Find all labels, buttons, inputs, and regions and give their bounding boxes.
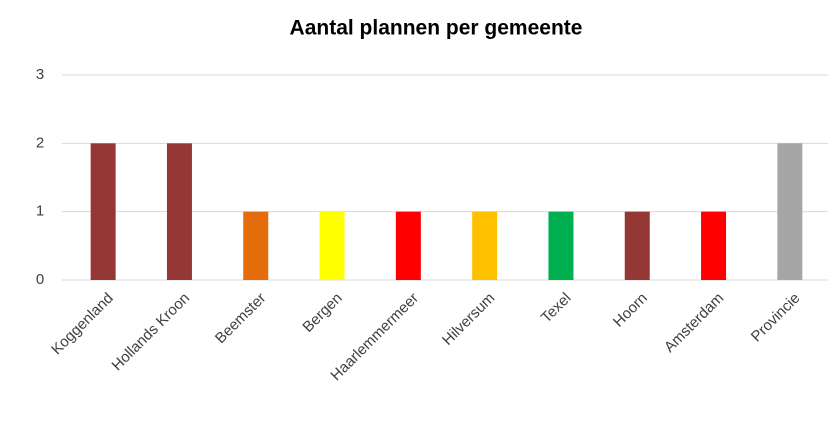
x-tick-label: Hoorn (610, 290, 651, 331)
bar (777, 143, 803, 280)
chart-title: Aantal plannen per gemeente (290, 17, 583, 40)
x-tick-label: Koggenland (48, 290, 117, 359)
x-tick-label: Beemster (212, 290, 269, 347)
bar (548, 211, 574, 280)
bar (319, 211, 345, 280)
x-tick-label: Bergen (299, 290, 345, 336)
bar (166, 143, 192, 280)
y-tick-label: 3 (36, 66, 44, 83)
bar (90, 143, 116, 280)
x-tick-label: Hollands Kroon (109, 290, 194, 375)
y-tick-label: 0 (36, 271, 44, 288)
y-tick-label: 2 (36, 134, 44, 151)
x-tick-label: Hilversum (439, 290, 498, 349)
bar (624, 211, 650, 280)
bar (472, 211, 498, 280)
x-tick-label: Provincie (748, 290, 804, 346)
x-tick-label: Amsterdam (661, 290, 727, 356)
bar (701, 211, 727, 280)
bar (395, 211, 421, 280)
bar (243, 211, 269, 280)
x-tick-label: Texel (538, 290, 575, 327)
y-tick-label: 1 (36, 203, 44, 220)
